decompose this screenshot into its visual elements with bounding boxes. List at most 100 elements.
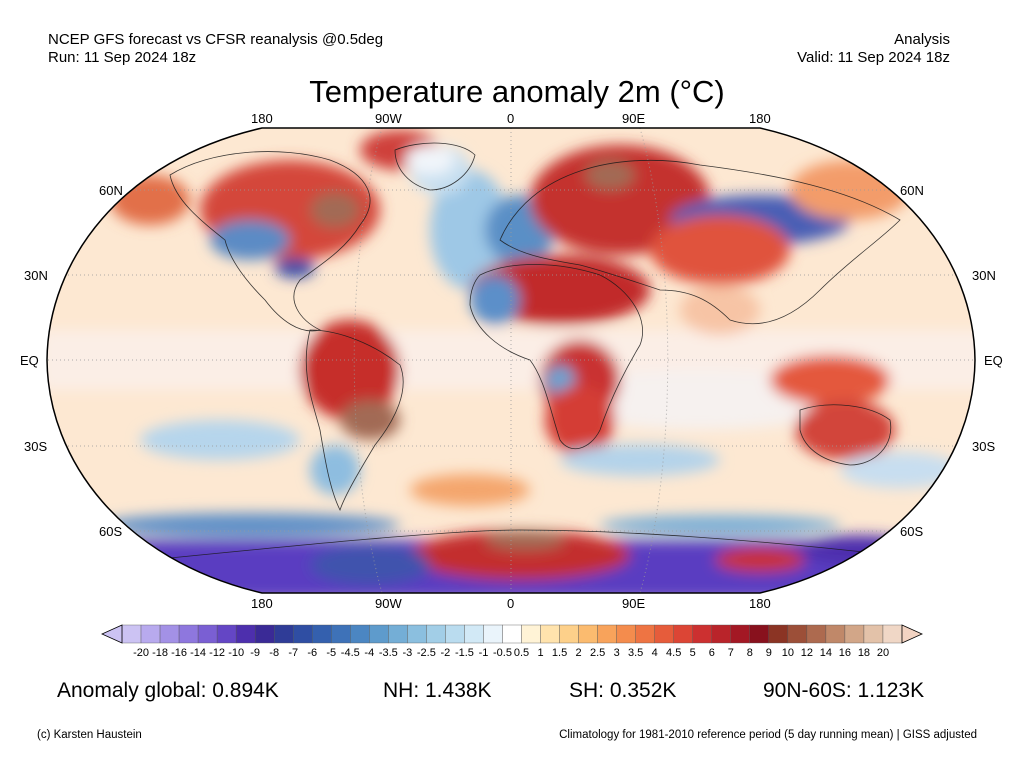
- colorbar-tick-label: 4.5: [666, 647, 681, 659]
- colorbar-tick-label: -2.5: [417, 647, 436, 659]
- colorbar-cell: [768, 624, 789, 644]
- analysis-label: Analysis: [894, 31, 950, 48]
- colorbar-tick-label: 8: [747, 647, 753, 659]
- lat-label-left-60n: 60N: [99, 183, 123, 198]
- lat-label-right-60n: 60N: [900, 183, 924, 198]
- colorbar-tick-label: -3: [402, 647, 412, 659]
- colorbar-under-arrow: [101, 624, 123, 644]
- colorbar-tick-label: -4.5: [341, 647, 360, 659]
- lat-label-right-30s: 30S: [972, 439, 996, 454]
- colorbar-cell: [293, 624, 313, 644]
- map-title: Temperature anomaly 2m (°C): [309, 74, 725, 109]
- colorbar-cell: [711, 624, 731, 644]
- colorbar-tick-label: 2: [576, 647, 582, 659]
- lon-label-top-180w: 180: [251, 111, 273, 126]
- colorbar-cell: [178, 624, 199, 644]
- lon-label-top-90e: 90E: [622, 111, 646, 126]
- colorbar-tick-label: 10: [782, 647, 794, 659]
- colorbar-cell: [445, 624, 465, 644]
- colorbar-cell: [197, 624, 218, 644]
- colorbar-tick-label: -8: [269, 647, 279, 659]
- colorbar-tick-label: 18: [858, 647, 870, 659]
- colorbar-tick-label: 4: [652, 647, 658, 659]
- colorbar-cell: [616, 624, 636, 644]
- stat-sh: SH: 0.352K: [569, 679, 677, 702]
- colorbar-over-arrow: [901, 624, 923, 644]
- header-right: Analysis Valid: 11 Sep 2024 18z: [797, 31, 950, 67]
- colorbar-cell: [730, 624, 751, 644]
- anomaly-field: [47, 128, 975, 593]
- colorbar-cell: [502, 624, 522, 644]
- colorbar-tick-label: 2.5: [590, 647, 605, 659]
- colorbar-tick-label: -16: [171, 647, 187, 659]
- colorbar-tick-label: 3.5: [628, 647, 643, 659]
- lat-label-left-30n: 30N: [24, 268, 48, 283]
- colorbar-cell: [654, 624, 674, 644]
- stat-global: Anomaly global: 0.894K: [57, 679, 279, 702]
- colorbar-tick-label: 12: [801, 647, 813, 659]
- lat-label-right-60s: 60S: [900, 524, 924, 539]
- colorbar-tick-label: 14: [820, 647, 832, 659]
- colorbar-cell: [787, 624, 808, 644]
- colorbar-tick-label: -1: [479, 647, 489, 659]
- colorbar-tick-label: 5: [690, 647, 696, 659]
- colorbar-tick-label: -5: [326, 647, 336, 659]
- lon-label-top-0: 0: [507, 111, 515, 126]
- colorbar-cell: [863, 624, 884, 644]
- lat-label-left-eq: EQ: [20, 353, 39, 368]
- colorbar-cell: [273, 624, 294, 644]
- lon-label-top-180e: 180: [749, 111, 771, 126]
- colorbar-cell: [159, 624, 180, 644]
- colorbar-tick-label: -20: [133, 647, 149, 659]
- colorbar-cell: [216, 624, 237, 644]
- run-time: Run: 11 Sep 2024 18z: [48, 49, 197, 66]
- colorbar-tick-label: 1: [537, 647, 543, 659]
- colorbar-tick-label: -6: [307, 647, 317, 659]
- colorbar-cell: [882, 624, 903, 644]
- colorbar-tick-label: 3: [614, 647, 620, 659]
- climatology-note: Climatology for 1981-2010 reference peri…: [559, 729, 977, 741]
- colorbar-tick-label: 1.5: [552, 647, 567, 659]
- lat-label-left-30s: 30S: [24, 439, 48, 454]
- globe-outline: [46, 127, 976, 594]
- colorbar-cell: [140, 624, 161, 644]
- colorbar-cell: [388, 624, 408, 644]
- colorbar-cell: [521, 624, 541, 644]
- colorbar-cell: [369, 624, 389, 644]
- header-left: NCEP GFS forecast vs CFSR reanalysis @0.…: [48, 31, 383, 67]
- colorbar-cell: [312, 624, 332, 644]
- colorbar-tick-label: -2: [441, 647, 451, 659]
- stat-90n-60s: 90N-60S: 1.123K: [763, 679, 925, 702]
- colorbar-tick-label: 16: [839, 647, 851, 659]
- colorbar-cell: [844, 624, 865, 644]
- colorbar-cell: [692, 624, 712, 644]
- colorbar-cell: [806, 624, 827, 644]
- lon-label-bottom-180e: 180: [749, 596, 771, 611]
- colorbar-cell: [749, 624, 770, 644]
- colorbar-cell: [235, 624, 256, 644]
- lat-label-right-eq: EQ: [984, 353, 1003, 368]
- colorbar-tick-label: -9: [250, 647, 260, 659]
- colorbar-cell: [254, 624, 275, 644]
- colorbar-cell: [635, 624, 655, 644]
- model-description: NCEP GFS forecast vs CFSR reanalysis @0.…: [48, 31, 384, 48]
- colorbar-cell: [483, 624, 503, 644]
- colorbar-cell: [407, 624, 427, 644]
- colorbar-tick-label: 0.5: [514, 647, 529, 659]
- colorbar-cell: [559, 624, 579, 644]
- colorbar-tick-label: 6: [709, 647, 715, 659]
- colorbar-tick-label: -3.5: [379, 647, 398, 659]
- lon-label-bottom-180w: 180: [251, 596, 273, 611]
- lon-label-top-90w: 90W: [375, 111, 402, 126]
- colorbar-cell: [121, 624, 142, 644]
- colorbar-tick-label: -0.5: [493, 647, 512, 659]
- valid-time: Valid: 11 Sep 2024 18z: [797, 49, 950, 66]
- lon-label-bottom-90e: 90E: [622, 596, 646, 611]
- colorbar-cell: [331, 624, 351, 644]
- colorbar-cell: [825, 624, 846, 644]
- colorbar-cell: [578, 624, 598, 644]
- colorbar-cell: [540, 624, 560, 644]
- colorbar-tick-label: -1.5: [455, 647, 474, 659]
- colorbar-cell: [673, 624, 693, 644]
- colorbar: -20 -18 -16 -14 -12 -10 -9 -8 -7 -6 -5 -4.5 -4 -3.5 -3…: [101, 624, 923, 659]
